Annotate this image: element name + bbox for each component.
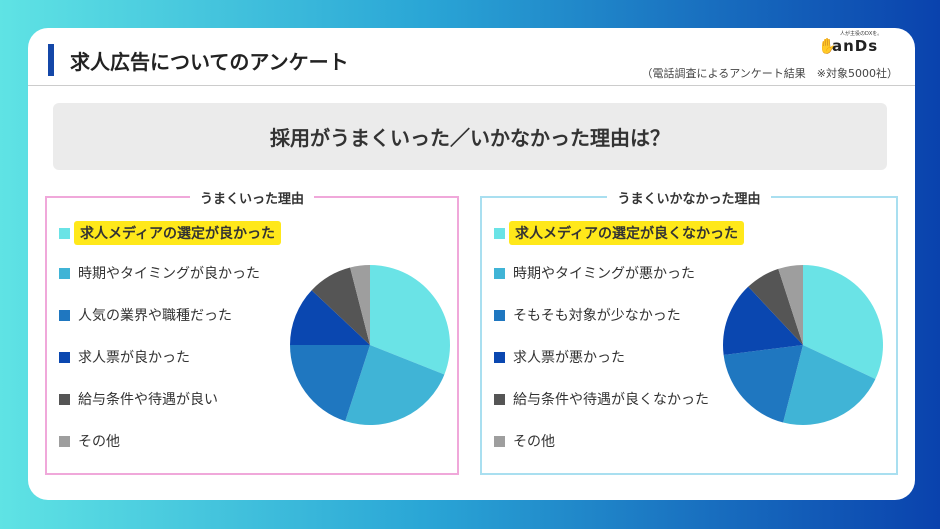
pie-slice-3 [290, 345, 370, 422]
legend-swatch [494, 435, 505, 447]
pie-slice-1 [370, 265, 450, 375]
legend-label: 給与条件や待遇が良い [78, 392, 218, 408]
hand-icon: ✋ [818, 37, 837, 55]
legend-swatch [494, 309, 505, 321]
legend-item: 求人メディアの選定が良かった [59, 221, 282, 245]
legend-item: その他 [494, 430, 555, 452]
legend-item: 給与条件や待遇が良い [59, 388, 218, 410]
legend-swatch [494, 227, 505, 239]
legend-label: 求人票が悪かった [513, 350, 625, 366]
divider [28, 85, 915, 86]
logo-name: anDs [832, 37, 879, 55]
pie-slice-4 [723, 286, 803, 356]
pie-slice-5 [748, 268, 803, 345]
legend-item: 時期やタイミングが悪かった [494, 262, 695, 284]
legend-item: 求人メディアの選定が良くなかった [494, 221, 745, 245]
legend-swatch [59, 393, 70, 405]
panel-title: うまくいかなかった理由 [607, 192, 771, 207]
legend-label: 求人票が良かった [78, 350, 190, 366]
legend-swatch [59, 435, 70, 447]
pie-slice-3 [723, 345, 803, 423]
legend-item: そもそも対象が少なかった [494, 304, 681, 326]
legend-label: 求人メディアの選定が良かった [74, 221, 282, 245]
title-accent-bar [48, 44, 54, 76]
survey-note: （電話調査によるアンケート結果 ※対象5000社） [641, 67, 898, 80]
question-banner: 採用がうまくいった／いかなかった理由は？ [53, 103, 887, 170]
failure-pie-chart [723, 265, 883, 425]
legend-label: 人気の業界や職種だった [78, 308, 232, 324]
legend-swatch [59, 309, 70, 321]
pie-slice-6 [778, 265, 803, 345]
page-title: 求人広告についてのアンケート [70, 50, 349, 74]
success-panel: うまくいった理由 求人メディアの選定が良かった時期やタイミングが良かった 人気の業… [45, 192, 459, 475]
legend-item: 求人票が悪かった [494, 346, 625, 368]
success-pie-chart [290, 265, 450, 425]
pie-slice-1 [803, 265, 883, 380]
legend-label: 時期やタイミングが良かった [78, 266, 260, 282]
legend-label: 時期やタイミングが悪かった [513, 266, 695, 282]
legend-label: そもそも対象が少なかった [513, 308, 681, 324]
legend-item: 給与条件や待遇が良くなかった [494, 388, 709, 410]
hands-logo: 人が主役のDXを。 ✋ anDs [818, 30, 908, 56]
legend-item: その他 [59, 430, 120, 452]
legend-label: 求人メディアの選定が良くなかった [509, 221, 745, 245]
pie-slice-2 [783, 345, 876, 425]
legend-label: その他 [513, 434, 555, 450]
legend-item: 時期やタイミングが良かった [59, 262, 260, 284]
logo-tagline: 人が主役のDXを。 [840, 31, 883, 37]
legend-label: 給与条件や待遇が良くなかった [513, 392, 709, 408]
legend-label: その他 [78, 434, 120, 450]
legend-item: 求人票が良かった [59, 346, 190, 368]
pie-slice-5 [311, 267, 370, 345]
legend-swatch [59, 267, 70, 279]
panel-title: うまくいった理由 [189, 192, 314, 207]
legend-swatch [59, 351, 70, 363]
pie-slice-4 [290, 290, 370, 345]
legend-swatch [59, 227, 70, 239]
legend-item: 人気の業界や職種だった [59, 304, 232, 326]
pie-slice-6 [350, 265, 370, 345]
legend-swatch [494, 267, 505, 279]
legend-swatch [494, 351, 505, 363]
legend-swatch [494, 393, 505, 405]
pie-slice-2 [345, 345, 445, 425]
failure-panel: うまくいかなかった理由 求人メディアの選定が良くなかった時期やタイミングが悪かっ… [480, 192, 898, 475]
